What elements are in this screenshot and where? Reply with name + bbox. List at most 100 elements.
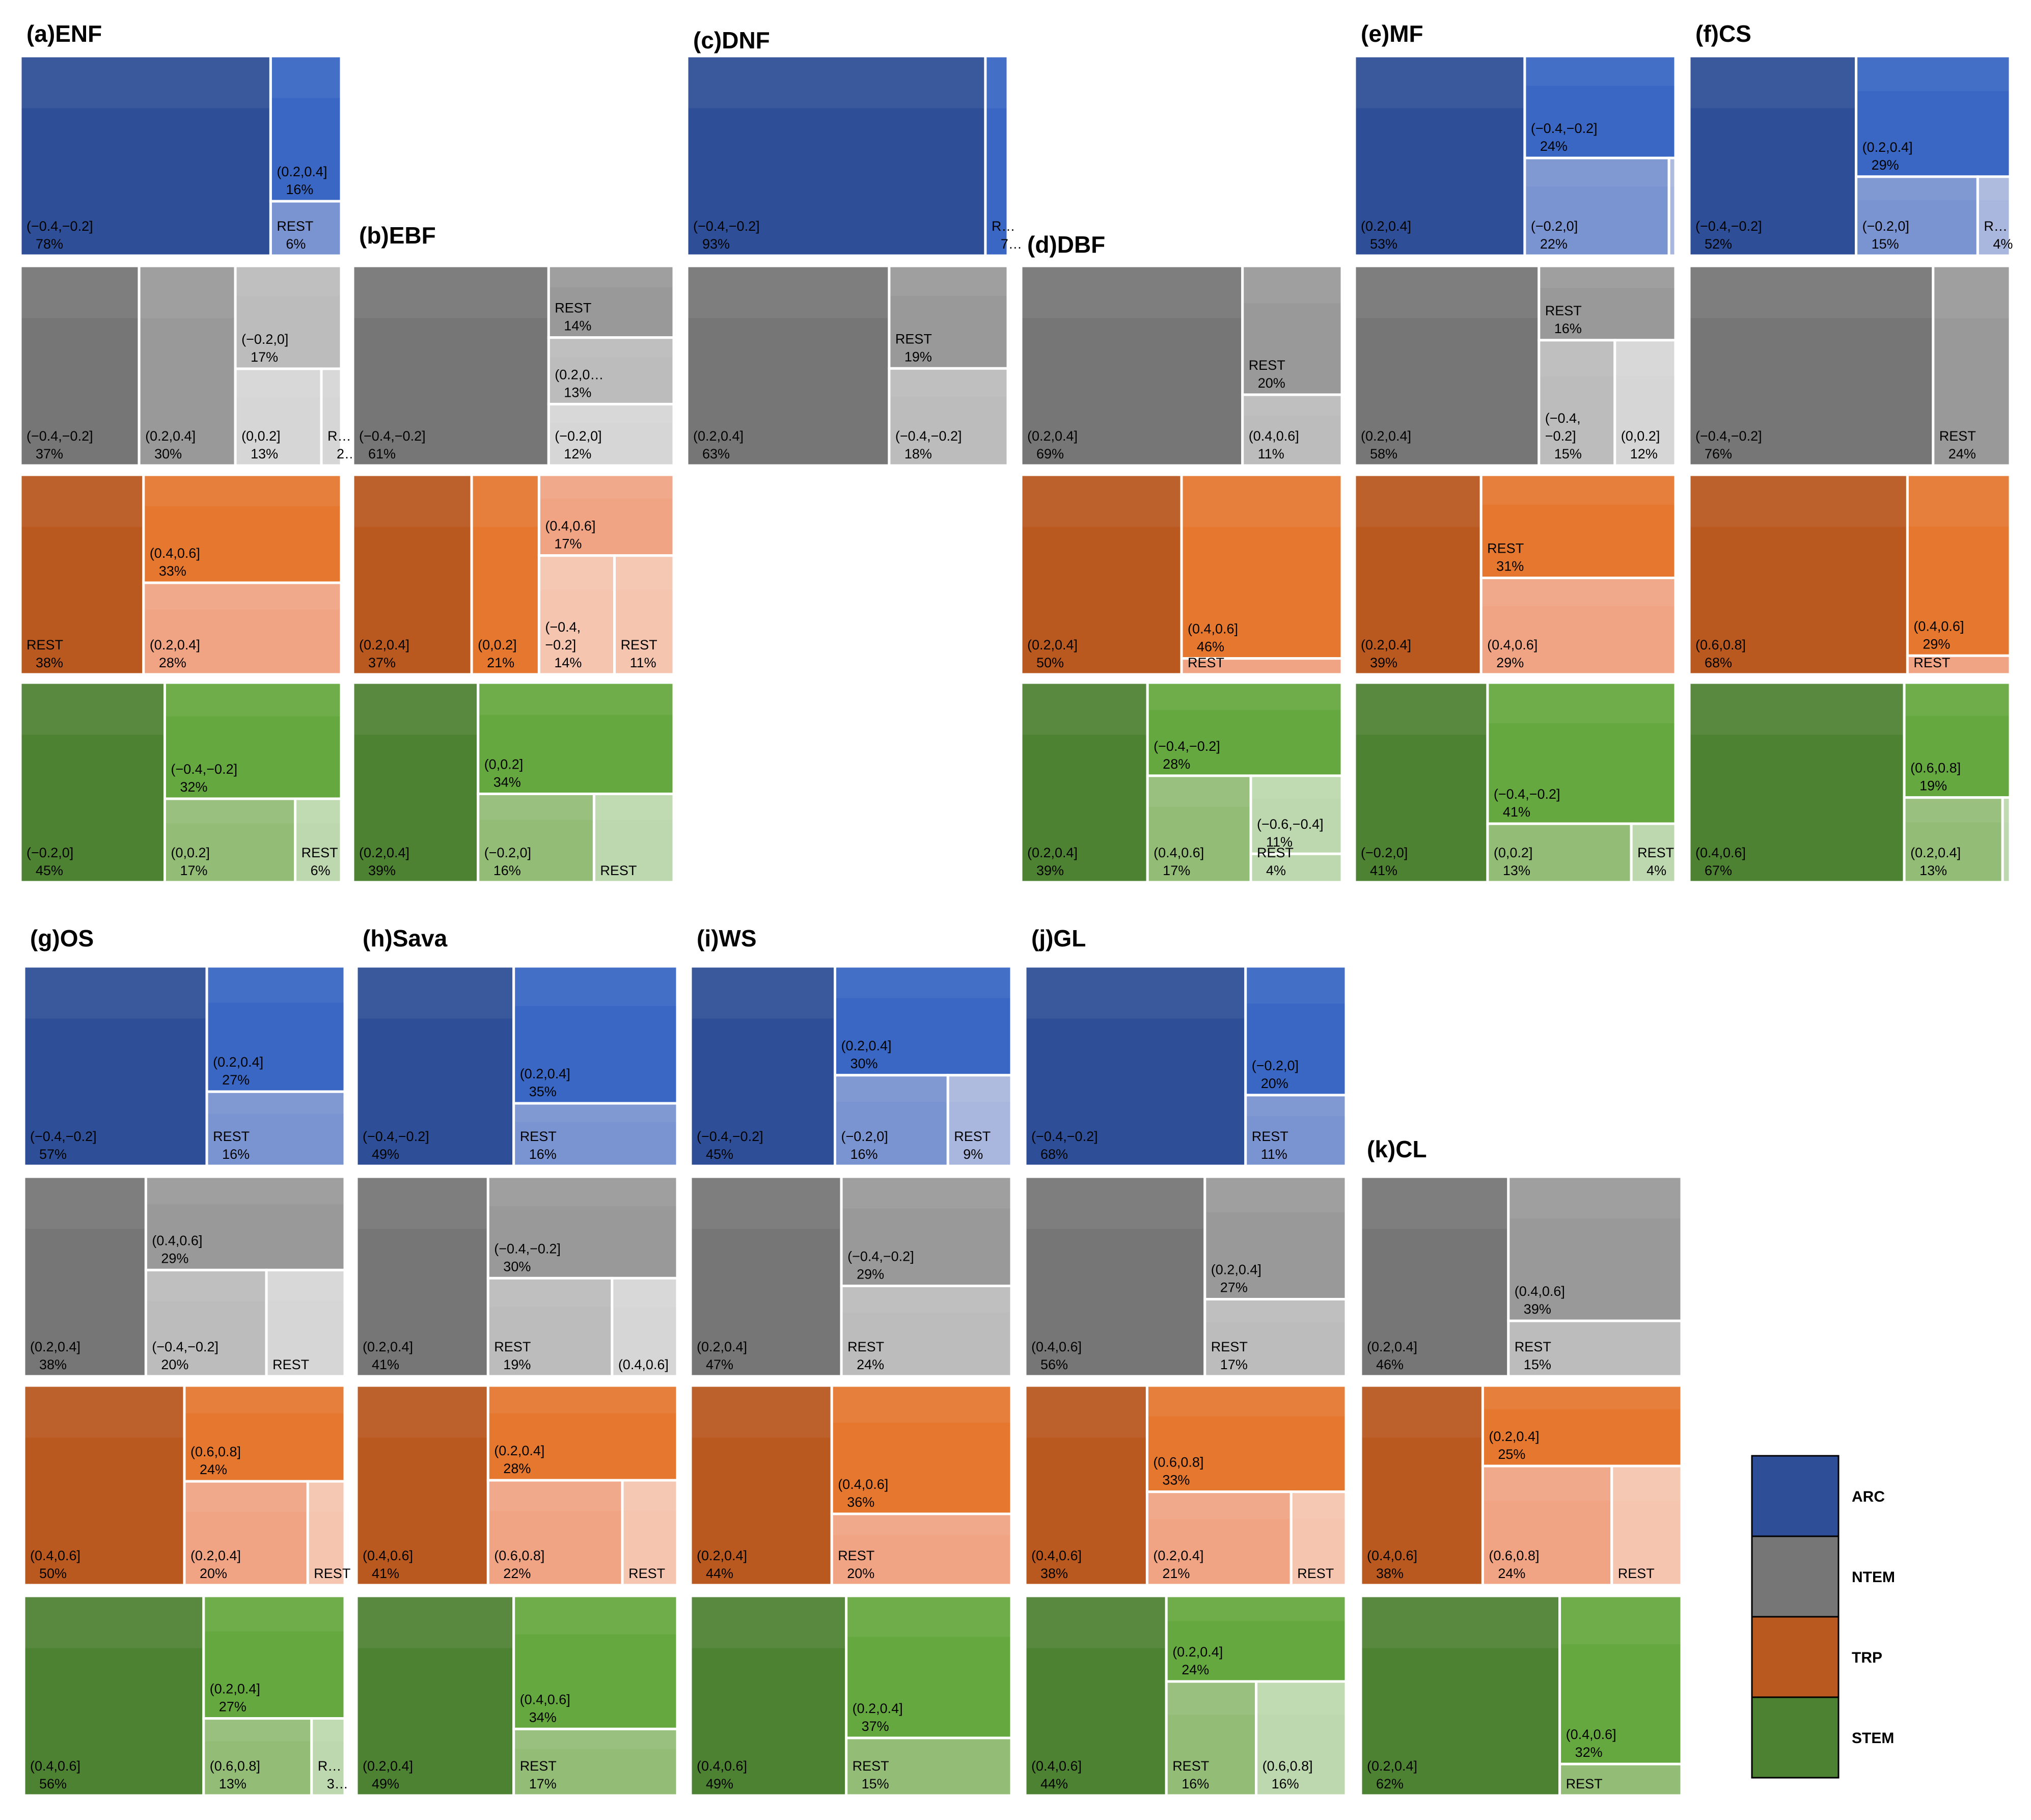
tile-shade xyxy=(205,1597,344,1632)
tile-label: (0.6,0.8] xyxy=(1910,760,1961,776)
tile-rect xyxy=(1507,1319,1683,1378)
tile-unlabeled xyxy=(2001,796,2012,884)
tile-rect xyxy=(1558,1762,1683,1797)
tile-label: (0.2,0.4] xyxy=(1027,845,1078,860)
tile-rect xyxy=(142,581,343,676)
tile-shade xyxy=(267,1271,344,1301)
tile-percent: 27% xyxy=(1220,1280,1248,1295)
tile-shade xyxy=(25,1597,203,1648)
panel-title: (g)OS xyxy=(30,925,94,952)
tile-rect xyxy=(1024,1594,1168,1797)
tile-0-2-0-4: (0.2,0.4] 27% xyxy=(1203,1175,1348,1301)
tile-rest: REST 17% xyxy=(1203,1298,1348,1378)
tile-percent: 4% xyxy=(1646,863,1666,878)
tile-shade xyxy=(949,1076,1010,1102)
tile-percent: 45% xyxy=(706,1147,733,1162)
tile-rect xyxy=(1353,264,1541,467)
tile-label: (−0.2,0] xyxy=(1531,219,1578,234)
tile-percent: 3… xyxy=(327,1776,348,1791)
tile-0-4-0-6: (0.4,0.6] 32% xyxy=(1558,1594,1683,1765)
tile-shade xyxy=(473,476,538,527)
tile-0-4-0-2: (−0.4,−0.2] 29% xyxy=(840,1175,1013,1287)
tile-rect xyxy=(1020,264,1244,467)
tile-percent: 20% xyxy=(200,1566,227,1581)
tile-percent: 69% xyxy=(1036,446,1064,461)
tile-0-4-0-2: (−0.4,−0.2] 20% xyxy=(144,1268,268,1378)
tile-label: (0.4,0.6] xyxy=(150,546,200,561)
tile-percent: 21% xyxy=(487,655,514,670)
group-arc: (−0.4,−0.2] 45% (0.2,0.4] 30% (−0.2,0] 16% RES… xyxy=(689,965,1013,1167)
group-arc: (−0.4,−0.2] 78% (0.2,0.4] 16% REST 6% xyxy=(19,55,343,257)
tile-rest: REST xyxy=(1180,655,1343,676)
tile-0-2-0-4: (0.2,0.4] 39% xyxy=(351,681,480,884)
tile-0-4-0-6: (0.4,0.6] 29% xyxy=(1906,473,2012,657)
tile-label: R… xyxy=(992,219,1016,234)
tile-rest: REST 20% xyxy=(830,1512,1013,1587)
tile-rect xyxy=(1688,681,1906,884)
tile-shade xyxy=(1167,1682,1255,1715)
tile-label: REST xyxy=(1545,303,1582,318)
tile-shade xyxy=(21,684,163,735)
tile-0-0-2: (0,0.2] 12% xyxy=(1613,339,1677,467)
tile-percent: 11% xyxy=(1261,1147,1287,1162)
tile-percent: 4% xyxy=(1266,863,1286,878)
tile-percent: 30% xyxy=(850,1056,878,1071)
tile-percent: 38% xyxy=(1040,1566,1068,1581)
tile-rect xyxy=(269,200,343,257)
tile-percent: 45% xyxy=(36,863,63,878)
tile-rest: REST xyxy=(621,1479,679,1587)
tile-label: (−0.4,−0.2] xyxy=(1695,219,1762,234)
tile-percent: 16% xyxy=(1182,1776,1209,1791)
tile-label: (−0.4, xyxy=(1545,411,1581,426)
tile-rect xyxy=(830,1512,1013,1587)
tile-rect xyxy=(984,55,1009,257)
legend-swatch xyxy=(1751,1616,1840,1698)
tile-0-2-0-4: (0.2,0.4] 20% xyxy=(183,1480,309,1587)
tile-label: (0.2,0.4] xyxy=(1862,140,1913,155)
group-stem: (0.2,0.4] 39% (0,0.2] 34% (−0.2,0] 16% REST xyxy=(351,681,675,884)
tile-0-2-0: (−0.2,0] 20% xyxy=(1244,965,1348,1097)
tile-rect xyxy=(351,264,550,467)
group-stem: (0.2,0.4] 62% (0.4,0.6] 32% REST xyxy=(1359,1594,1683,1797)
panel-g-os: (g)OS (−0.4,−0.2] 57% (0.2,0.4] 27% REST 16% (0… xyxy=(22,925,350,1797)
tile-percent: 67% xyxy=(1705,863,1732,878)
tile-shade xyxy=(833,1387,1010,1423)
tile-shade xyxy=(1183,476,1341,527)
tile-percent: 29% xyxy=(1496,655,1524,670)
tile-rect xyxy=(202,1717,313,1797)
tile-shade xyxy=(1167,1597,1345,1621)
tile-0-6-0-8: (0.6,0.8] 24% xyxy=(183,1384,346,1483)
tile-shade xyxy=(1022,267,1242,318)
tile-percent: 49% xyxy=(372,1776,399,1791)
tile-0-2-0-4: (0.2,0.4] 63% xyxy=(685,264,891,467)
tile-rect xyxy=(1353,473,1483,676)
tile-rect xyxy=(845,1594,1013,1740)
tile-0-2-0: (−0.2,0] 22% xyxy=(1523,156,1670,257)
group-ntem: (0.2,0.4] 69% REST 20% (0.4,0.6] 11% xyxy=(1020,264,1343,467)
tile-percent: 36% xyxy=(847,1495,874,1510)
tile-shade xyxy=(688,267,888,318)
tile-percent: 29% xyxy=(857,1266,884,1282)
tile-label: (0.2,0.4] xyxy=(697,1548,747,1563)
tile-rect xyxy=(834,1074,949,1167)
group-trp: REST 38% (0.4,0.6] 33% (0.2,0.4] 28% xyxy=(19,473,343,676)
tile-0-0-2: (0,0.2] 34% xyxy=(477,681,675,795)
tile-rect xyxy=(205,965,346,1093)
tile-rect xyxy=(1906,654,2012,676)
tile-label: REST xyxy=(520,1129,557,1144)
tile-shade xyxy=(354,684,477,735)
tile-percent: 61% xyxy=(368,446,396,461)
tile-label: REST xyxy=(1297,1566,1334,1581)
tile-label: REST xyxy=(838,1548,874,1563)
tile-rect xyxy=(1359,1175,1510,1378)
tile-rest: REST 16% xyxy=(1538,264,1677,342)
tile-rect xyxy=(1024,1175,1206,1378)
tile-percent: 20% xyxy=(1261,1076,1288,1091)
tile-shade xyxy=(236,267,340,296)
tile-percent: 13% xyxy=(251,446,278,461)
panel-j-gl: (j)GL (−0.4,−0.2] 68% (−0.2,0] 20% REST 11% (0.… xyxy=(1024,925,1348,1797)
tile-rest: REST 11% xyxy=(1244,1094,1348,1167)
tile-percent: 29% xyxy=(1872,157,1899,173)
tile-rect xyxy=(22,1175,147,1378)
tile-label: (−0.4,−0.2] xyxy=(363,1129,429,1144)
